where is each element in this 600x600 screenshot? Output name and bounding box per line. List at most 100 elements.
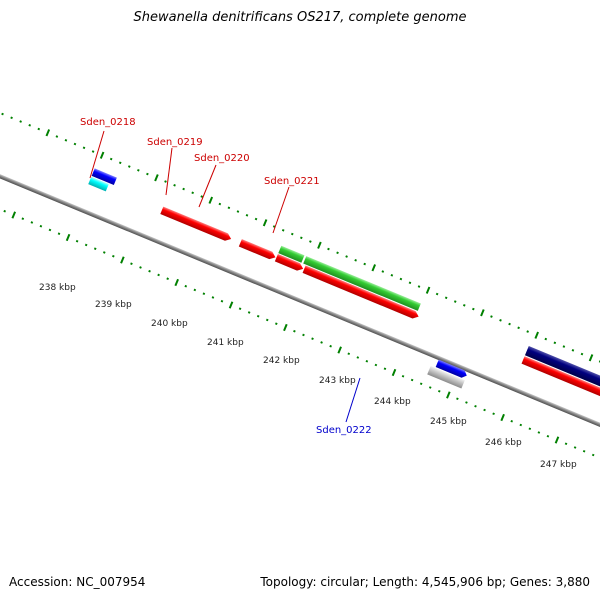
ruler-dot (580, 352, 584, 356)
ruler-dot (383, 367, 387, 371)
ruler-dot (573, 446, 577, 449)
ruler-major-tick (337, 346, 342, 354)
gene-labels: Sden_0218 Sden_0219 Sden_0220 Sden_0221 … (80, 117, 372, 436)
ruler-dot (19, 120, 22, 123)
ruler-dot (146, 172, 149, 176)
ruler-dot (30, 221, 34, 224)
ruler-dot (419, 382, 423, 386)
ruler-dot (354, 258, 357, 262)
ruler-dot (401, 374, 405, 378)
ruler-dot (275, 322, 278, 326)
gene-feature-sden-0218[interactable] (160, 206, 232, 243)
ruler-dot (127, 165, 131, 168)
ruler-dot (220, 299, 224, 303)
gene-feature-blue-left[interactable] (91, 168, 117, 186)
ruler-dot (102, 251, 106, 254)
gene-feature-forward-right[interactable] (521, 356, 600, 430)
ruler-dot (311, 337, 314, 341)
ruler-major-tick (11, 211, 17, 219)
gene-feature-pseudo[interactable] (427, 366, 465, 389)
ruler-dot (265, 318, 269, 322)
ruler-dot (211, 296, 215, 299)
ruler-dot (84, 243, 88, 247)
ruler-dot (381, 270, 385, 273)
ruler-dot (564, 442, 568, 446)
ruler-dot (64, 138, 68, 142)
gene-feature-sden-0220[interactable] (274, 254, 305, 272)
gene-feature-cyan-left[interactable] (88, 176, 109, 192)
ruler-dot (399, 277, 403, 281)
ruler-major-tick (371, 264, 377, 272)
label-leader-line (89, 130, 105, 179)
ruler-dot (374, 363, 378, 367)
gene-label-sden-0220[interactable]: Sden_0220 (194, 153, 250, 164)
ruler-dot (281, 228, 285, 232)
kbp-label: 241 kbp (207, 338, 244, 348)
ruler-dot (472, 307, 475, 311)
ruler-major-tick (480, 309, 485, 317)
ruler-dot (390, 273, 394, 277)
ruler-dot (519, 423, 523, 427)
gene-label-sden-0221[interactable]: Sden_0221 (264, 176, 320, 187)
ruler-major-tick (65, 233, 71, 242)
gene-feature-sden-0222[interactable] (435, 359, 469, 380)
gene-feature-navy-right[interactable] (524, 346, 600, 421)
ruler-dot (57, 232, 61, 236)
gene-label-sden-0219[interactable]: Sden_0219 (147, 137, 203, 148)
kbp-label: 243 kbp (319, 376, 356, 386)
ruler-dot (435, 292, 439, 296)
ruler-dot (247, 311, 251, 314)
ruler-major-tick (446, 391, 451, 399)
ruler-dot (453, 300, 457, 303)
ruler-dot (410, 378, 414, 382)
ruler-major-tick (554, 436, 560, 444)
ruler-major-tick (154, 174, 159, 182)
ruler-dot (73, 142, 77, 146)
gene-feature-sden-0219[interactable] (238, 239, 277, 261)
gene-label-sden-0222[interactable]: Sden_0222 (316, 425, 372, 436)
ruler-dot (598, 360, 600, 363)
ruler-dot (55, 135, 59, 138)
ruler-dot (347, 352, 351, 356)
ruler-major-tick (391, 368, 397, 377)
ruler-major-tick (208, 196, 214, 204)
ruler-dot (462, 303, 466, 307)
ruler-dot (112, 254, 115, 258)
gene-label-sden-0218[interactable]: Sden_0218 (80, 117, 136, 128)
kbp-label: 239 kbp (95, 300, 132, 310)
ruler-dot (508, 322, 511, 326)
ruler-major-tick (500, 413, 505, 422)
ruler-dot (139, 266, 142, 269)
genome-band (0, 112, 600, 457)
inner-ruler (3, 209, 595, 457)
ruler-dot (537, 431, 541, 434)
ruler-dot (39, 224, 43, 228)
genome-backbone (0, 137, 600, 456)
gene-feature-green-left[interactable] (278, 245, 305, 263)
ruler-dot (254, 217, 258, 221)
ruler-dot (309, 240, 312, 243)
label-leader-line (345, 377, 361, 423)
ruler-major-tick (228, 301, 234, 309)
ruler-dot (544, 337, 548, 341)
ruler-dot (582, 449, 586, 453)
ruler-dot (300, 236, 303, 240)
ruler-major-tick (262, 219, 268, 227)
ruler-dot (82, 146, 86, 150)
genome-summary-text: Topology: circular; Length: 4,545,906 bp… (260, 575, 590, 589)
ruler-dot (182, 187, 185, 191)
kbp-label: 247 kbp (540, 460, 577, 470)
gene-feature-green-right[interactable] (303, 256, 421, 311)
kbp-scale-labels: 238 kbp 239 kbp 240 kbp 241 kbp 242 kbp … (39, 283, 577, 470)
ruler-dot (546, 434, 550, 438)
kbp-label: 244 kbp (374, 397, 411, 407)
ruler-major-tick (534, 331, 539, 339)
ruler-dot (474, 404, 477, 408)
ruler-major-tick (174, 278, 179, 287)
ruler-dot (444, 296, 448, 300)
gene-feature-sden-0221[interactable] (302, 265, 421, 321)
ruler-dot (148, 269, 151, 273)
ruler-dot (130, 262, 133, 266)
